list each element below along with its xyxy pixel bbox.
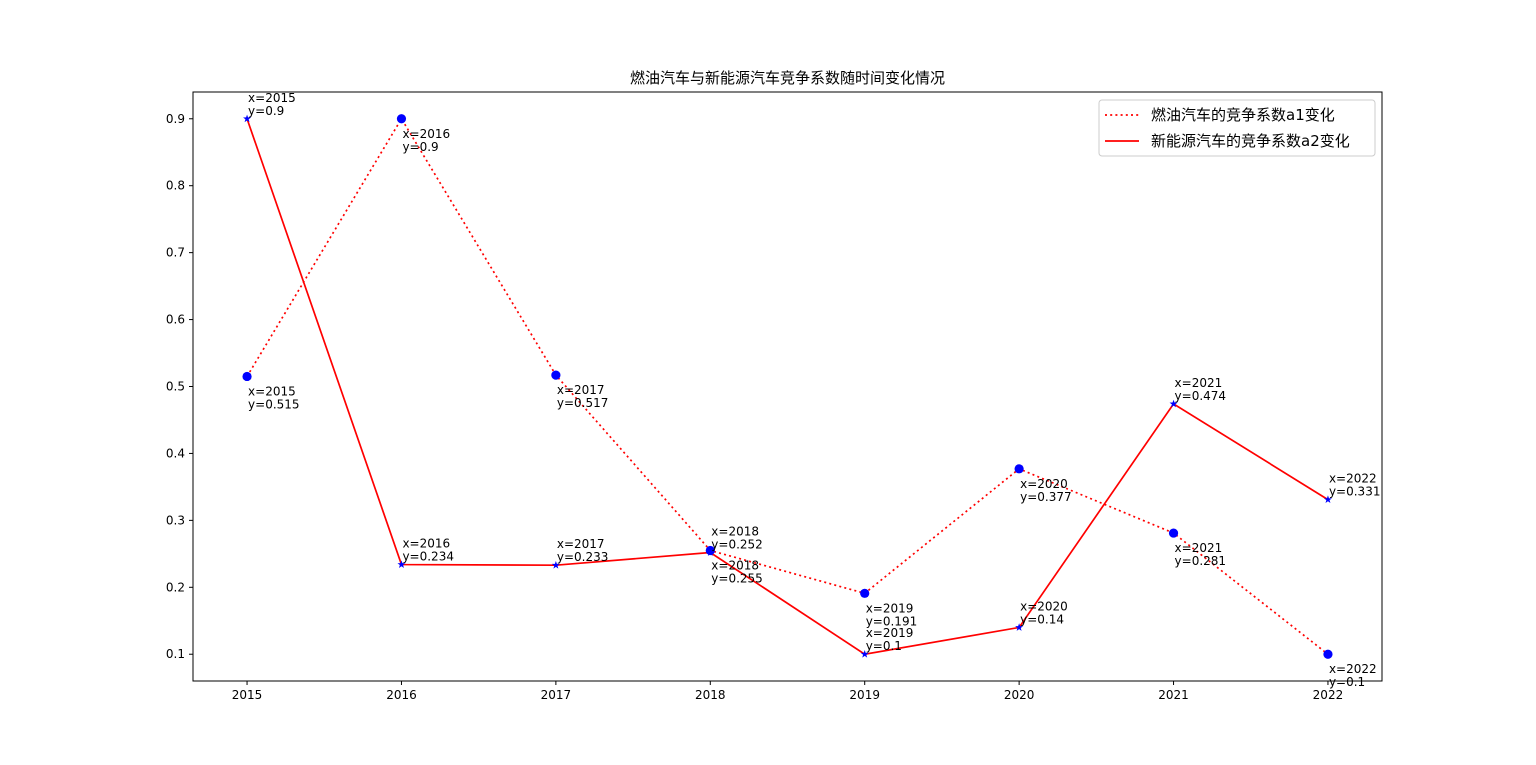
- annotation-x-label: x=2019: [866, 626, 914, 640]
- annotation-y-label: y=0.191: [866, 614, 918, 628]
- x-tick-label: 2020: [1004, 688, 1035, 702]
- annotation-x-label: x=2017: [557, 383, 605, 397]
- annotation-y-label: y=0.377: [1020, 490, 1072, 504]
- x-tick-label: 2018: [695, 688, 726, 702]
- annotation-y-label: y=0.281: [1175, 554, 1227, 568]
- x-axis: 2015 2016 2017 2018 2019 2020 2021 2022: [232, 681, 1343, 702]
- point-a2-2022: [1323, 495, 1332, 504]
- annotation-x-label: x=2015: [248, 91, 296, 105]
- y-tick-label: 0.1: [166, 647, 185, 661]
- point-a1-2022: [1323, 649, 1333, 659]
- point-a2-2015: [243, 114, 252, 123]
- plot-area: x=2015y=0.515x=2016y=0.9x=2017y=0.517x=2…: [242, 91, 1380, 689]
- point-a2-2018: [706, 548, 715, 556]
- annotation-y-label: y=0.474: [1175, 389, 1227, 403]
- point-a1-2017: [551, 370, 561, 380]
- annotation-y-label: y=0.9: [248, 104, 284, 118]
- y-tick-label: 0.2: [166, 580, 185, 594]
- annotation-x-label: x=2020: [1020, 599, 1068, 613]
- x-tick-label: 2015: [232, 688, 263, 702]
- point-a1-2020: [1014, 464, 1024, 474]
- y-tick-label: 0.7: [166, 246, 185, 260]
- annotation-y-label: y=0.233: [557, 550, 609, 564]
- point-a2-2021: [1169, 399, 1178, 408]
- annotation-x-label: x=2017: [557, 537, 605, 551]
- annotation-x-label: x=2019: [866, 601, 914, 615]
- legend-box: [1098, 99, 1376, 157]
- x-tick-label: 2017: [541, 688, 572, 702]
- annotation-x-label: x=2018: [711, 524, 759, 538]
- y-tick-label: 0.9: [166, 112, 185, 126]
- chart-title: 燃油汽车与新能源汽车竞争系数随时间变化情况: [630, 69, 945, 87]
- annotation-y-label: y=0.252: [711, 537, 763, 551]
- x-tick-label: 2016: [386, 688, 417, 702]
- series-line-a1: [246, 117, 1329, 655]
- legend-label-a2: 新能源汽车的竞争系数a2变化: [1151, 132, 1350, 150]
- series-line-a2: [246, 118, 1329, 656]
- point-a1-2016: [396, 114, 407, 124]
- point-a1-2021: [1168, 528, 1179, 538]
- annotation-y-label: y=0.515: [248, 397, 300, 411]
- x-tick-label: 2022: [1313, 688, 1344, 702]
- annotation-x-label: x=2016: [402, 127, 450, 141]
- annotation-x-label: x=2021: [1175, 541, 1223, 555]
- annotation-x-label: x=2015: [248, 384, 296, 398]
- annotation-x-label: x=2021: [1175, 376, 1223, 390]
- annotation-y-label: y=0.14: [1020, 612, 1064, 626]
- point-a1-2015: [242, 371, 252, 382]
- annotation-y-label: y=0.517: [557, 396, 609, 410]
- y-tick-label: 0.8: [166, 179, 185, 193]
- x-tick-label: 2019: [849, 688, 880, 702]
- y-axis: 0.1 0.2 0.3 0.4 0.5 0.6 0.7 0.8 0.9: [166, 112, 193, 661]
- y-tick-label: 0.3: [166, 513, 185, 527]
- legend: 燃油汽车的竞争系数a1变化 新能源汽车的竞争系数a2变化: [1098, 99, 1376, 157]
- point-a2-2020: [1015, 623, 1024, 631]
- annotation-y-label: y=0.234: [402, 550, 454, 564]
- annotation-x-label: x=2018: [711, 558, 759, 572]
- point-a2-2019: [860, 650, 869, 658]
- y-tick-label: 0.6: [166, 313, 185, 327]
- annotation-x-label: x=2016: [402, 537, 450, 551]
- annotation-y-label: y=0.331: [1329, 485, 1381, 499]
- point-a2-2017: [551, 561, 560, 569]
- y-tick-label: 0.4: [166, 446, 185, 460]
- annotation-y-label: y=0.1: [866, 639, 902, 653]
- annotation-y-label: y=0.1: [1329, 675, 1365, 689]
- annotation-y-label: y=0.255: [711, 571, 763, 585]
- y-tick-label: 0.5: [166, 380, 185, 394]
- point-a1-2019: [860, 588, 870, 598]
- annotation-x-label: x=2022: [1329, 472, 1377, 486]
- legend-label-a1: 燃油汽车的竞争系数a1变化: [1151, 106, 1335, 124]
- point-a2-2016: [397, 560, 406, 568]
- annotation-x-label: x=2020: [1020, 477, 1068, 491]
- x-tick-label: 2021: [1158, 688, 1189, 702]
- annotation-x-label: x=2022: [1329, 662, 1377, 676]
- annotation-y-label: y=0.9: [402, 140, 438, 154]
